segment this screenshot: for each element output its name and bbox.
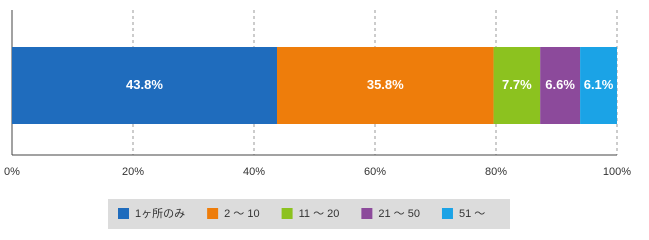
legend-marker <box>207 208 219 219</box>
x-tick-label: 60% <box>364 166 386 178</box>
value-label: 6.6% <box>545 77 575 92</box>
legend-marker <box>118 208 129 219</box>
legend-label: 2 ～ 10 <box>224 208 259 220</box>
value-label: 6.1% <box>584 77 614 92</box>
x-tick-label: 100% <box>603 166 631 178</box>
legend-label: 51 ～ <box>459 208 485 220</box>
legend-marker <box>281 208 293 219</box>
x-tick-label: 40% <box>243 166 265 178</box>
x-tick-label: 0% <box>4 166 20 178</box>
legend-label: 11 ～ 20 <box>299 208 340 220</box>
legend-marker <box>441 208 453 219</box>
bar-segment <box>580 47 617 124</box>
bar-segment <box>540 47 581 124</box>
legend-label: 21 ～ 50 <box>378 208 420 220</box>
chart: 0% 20% 40% 60% 80% 100% 43.8% 35.8% 7.7% 6.6% 6.1%… <box>4 10 631 229</box>
legend-label: 1ヶ所のみ <box>135 207 185 220</box>
bar-segment <box>12 47 277 124</box>
value-label: 35.8% <box>367 77 404 92</box>
bar-segment <box>276 47 494 124</box>
bar-segment <box>493 47 541 124</box>
x-tick-label: 20% <box>122 166 144 178</box>
value-label: 43.8% <box>126 77 163 92</box>
legend-marker <box>361 208 373 219</box>
x-tick-label: 80% <box>485 166 507 178</box>
value-label: 7.7% <box>502 77 532 92</box>
